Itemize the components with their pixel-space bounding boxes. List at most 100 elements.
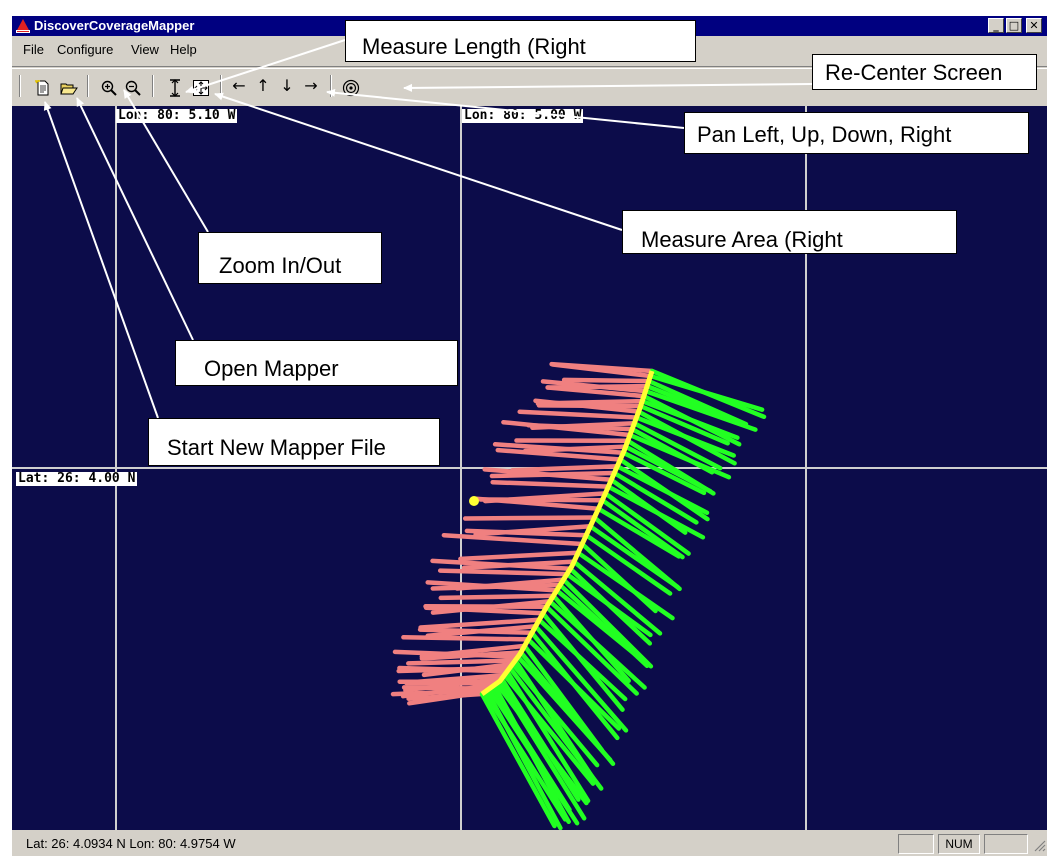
coverage-swath-port — [535, 398, 645, 406]
menu-file[interactable]: File — [23, 42, 44, 57]
callout-measure-length: Measure Length (Right — [345, 20, 696, 62]
coverage-swath-starboard — [529, 630, 620, 741]
arrow-left-icon: ← — [232, 76, 246, 95]
pan-down-button[interactable]: ↓ — [276, 75, 298, 97]
status-bar: Lat: 26: 4.0934 N Lon: 80: 4.9754 W NUM — [12, 830, 1047, 856]
coverage-swath-port — [482, 491, 608, 504]
coverage-swath-port — [437, 568, 570, 577]
coverage-swath-port — [510, 464, 620, 473]
coverage-swath-starboard — [499, 676, 581, 802]
open-folder-icon — [60, 83, 78, 94]
coverage-swath-port — [530, 421, 637, 430]
coverage-swath-port — [454, 577, 566, 591]
coverage-swath-starboard — [632, 421, 723, 471]
coverage-swath-starboard — [522, 643, 605, 753]
coverage-swath-port — [423, 605, 546, 616]
zoom-in-button[interactable] — [98, 75, 120, 97]
measure-area-button[interactable] — [190, 75, 212, 97]
status-coordinates: Lat: 26: 4.0934 N Lon: 80: 4.9754 W — [26, 836, 236, 851]
coverage-swath-starboard — [641, 393, 742, 447]
coverage-swath-port — [401, 635, 531, 642]
coverage-swath-port — [458, 550, 581, 562]
coverage-swath-port — [473, 524, 593, 537]
recenter-button[interactable] — [340, 75, 362, 97]
coverage-swath-port — [430, 599, 553, 615]
open-file-button[interactable] — [58, 75, 80, 97]
coverage-swath-port — [462, 515, 597, 521]
coverage-swath-port — [561, 377, 651, 384]
coverage-swath-starboard — [479, 691, 557, 829]
coverage-swath-starboard — [583, 532, 673, 596]
coverage-swath-starboard — [596, 506, 682, 559]
toolbar-separator — [220, 75, 222, 97]
coverage-swath-port — [441, 532, 585, 547]
toolbar-separator — [330, 75, 332, 97]
coverage-swath-port — [549, 361, 655, 374]
coverage-swath-port — [545, 383, 650, 390]
coverage-swath-starboard — [504, 669, 591, 804]
coverage-swath-starboard — [609, 477, 688, 535]
callout-recenter: Re-Center Screen — [812, 54, 1037, 90]
coverage-swath-starboard — [533, 624, 629, 733]
coverage-swath-starboard — [649, 368, 767, 420]
pan-right-button[interactable]: → — [300, 75, 322, 97]
callout-new-file: Start New Mapper File — [148, 418, 440, 466]
coverage-plot — [390, 361, 767, 830]
coverage-swath-starboard — [612, 470, 699, 525]
coverage-swath-port — [419, 643, 527, 659]
new-file-button[interactable] — [32, 75, 54, 97]
coverage-swath-port — [522, 444, 628, 454]
close-button[interactable]: ✕ — [1026, 18, 1042, 33]
arrow-down-icon: ↓ — [280, 76, 294, 95]
status-panel-empty — [984, 834, 1028, 854]
measure-area-icon — [193, 79, 209, 96]
zoom-out-button[interactable] — [122, 75, 144, 97]
coverage-swath-starboard — [625, 438, 716, 496]
coverage-swath-port — [438, 593, 556, 601]
coverage-swath-port — [400, 682, 497, 699]
coverage-swath-starboard — [491, 682, 571, 825]
zoom-out-icon — [125, 80, 141, 96]
measure-length-button[interactable] — [164, 75, 186, 97]
status-num-indicator: NUM — [938, 834, 980, 854]
ship-track-line — [480, 370, 655, 697]
coverage-swath-starboard — [496, 679, 587, 821]
menu-view[interactable]: View — [131, 42, 159, 57]
arrow-right-icon: → — [304, 76, 318, 95]
lon-label-left: Lon: 80: 5.10 W — [116, 108, 238, 123]
status-panel-empty — [898, 834, 934, 854]
coverage-swath-starboard — [484, 688, 563, 830]
coverage-swath-starboard — [629, 426, 715, 475]
recenter-icon — [342, 79, 360, 96]
callout-open-mapper: Open Mapper — [175, 340, 458, 386]
pan-left-button[interactable]: ← — [228, 75, 250, 97]
coverage-swath-starboard — [600, 497, 685, 560]
coverage-swath-starboard — [638, 403, 730, 446]
coverage-swath-starboard — [603, 491, 691, 556]
coverage-swath-starboard — [540, 611, 625, 712]
menu-configure[interactable]: Configure — [57, 42, 114, 57]
toolbar-separator — [152, 75, 154, 97]
menu-help[interactable]: Help — [170, 42, 197, 57]
coverage-swath-starboard — [561, 577, 654, 669]
coverage-swath-port — [406, 658, 518, 666]
coverage-swath-starboard — [592, 515, 682, 592]
coverage-swath-starboard — [646, 378, 749, 427]
coverage-swath-port — [461, 559, 577, 570]
coverage-swath-starboard — [544, 604, 639, 696]
coverage-swath-port — [403, 676, 504, 693]
pan-up-button[interactable]: ↑ — [252, 75, 274, 97]
coverage-swath-starboard — [579, 541, 658, 614]
maximize-button[interactable]: □ — [1006, 18, 1022, 33]
toolbar-separator — [19, 75, 21, 97]
coverage-swath-starboard — [551, 593, 631, 684]
app-logo-icon — [16, 19, 30, 33]
coverage-swath-port — [517, 409, 639, 420]
coverage-swath-port — [421, 661, 515, 678]
minimize-button[interactable]: _ — [988, 18, 1004, 33]
coverage-swath-port — [413, 672, 507, 685]
measure-length-icon — [170, 78, 180, 97]
coverage-swath-starboard — [513, 658, 596, 782]
resize-grip-icon[interactable] — [1032, 838, 1046, 852]
